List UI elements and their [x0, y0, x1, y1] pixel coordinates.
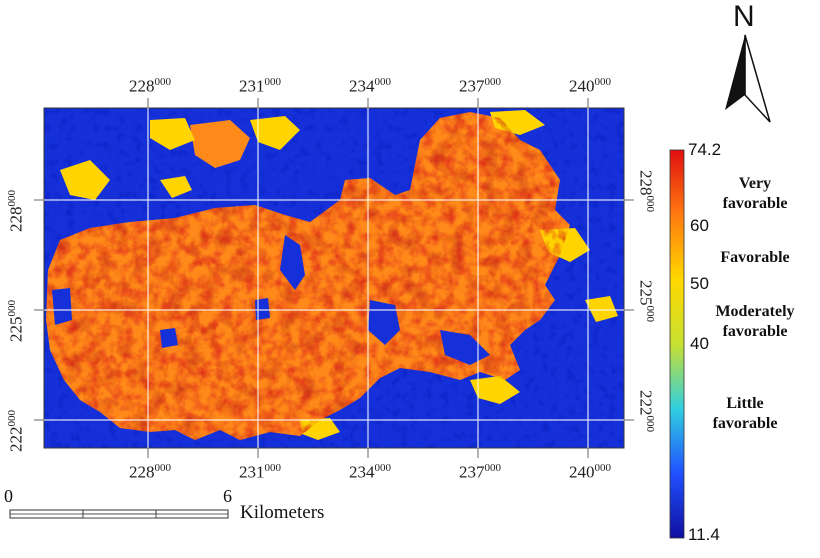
- legend-max-value: 74.2: [688, 140, 722, 159]
- left-tick-label: 225000: [6, 300, 26, 342]
- legend-class-very-favorable: Very favorable: [722, 175, 788, 212]
- bottom-tick-label: 240000: [569, 462, 611, 482]
- legend-min-value: 11.4: [688, 525, 720, 544]
- suitability-raster: [44, 108, 624, 448]
- top-tick-label: 228000: [129, 76, 171, 96]
- bottom-tick-label: 231000: [239, 462, 281, 482]
- right-tick-label: 228000: [636, 170, 656, 212]
- north-arrow-icon: [725, 34, 771, 123]
- favorable-zone-north: [190, 120, 250, 168]
- left-tick-label: 222000: [6, 410, 26, 452]
- grid-tick-marks: [34, 98, 634, 458]
- top-tick-label: 240000: [569, 76, 611, 96]
- legend-class-favorable: Favorable: [720, 249, 790, 266]
- legend-tick-value: 50: [690, 274, 709, 293]
- bottom-tick-label: 228000: [129, 462, 171, 482]
- top-tick-label: 237000: [459, 76, 501, 96]
- legend-color-bar: [669, 149, 685, 539]
- bottom-tick-label: 237000: [459, 462, 501, 482]
- legend-tick-value: 60: [690, 216, 709, 235]
- top-tick-label: 234000: [349, 76, 391, 96]
- scale-unit-label: Kilometers: [240, 502, 325, 523]
- scale-start-label: 0: [4, 486, 13, 506]
- scale-bar: [9, 509, 229, 519]
- top-tick-label: 231000: [239, 76, 281, 96]
- coordinate-grid: [36, 100, 632, 460]
- right-tick-label: 222000: [636, 390, 656, 432]
- legend-class-little-favorable: Little favorable: [712, 395, 778, 432]
- right-tick-label: 225000: [636, 280, 656, 322]
- scale-end-label: 6: [223, 486, 232, 506]
- left-tick-label: 228000: [6, 190, 26, 232]
- little-favorable-channels: [52, 235, 490, 365]
- map-frame: [43, 107, 625, 449]
- highly-favorable-texture: [46, 112, 570, 440]
- bottom-tick-label: 234000: [349, 462, 391, 482]
- legend-class-moderately-favorable: Moderately favorable: [715, 303, 795, 340]
- north-label: N: [733, 0, 755, 33]
- legend-tick-value: 40: [690, 334, 709, 353]
